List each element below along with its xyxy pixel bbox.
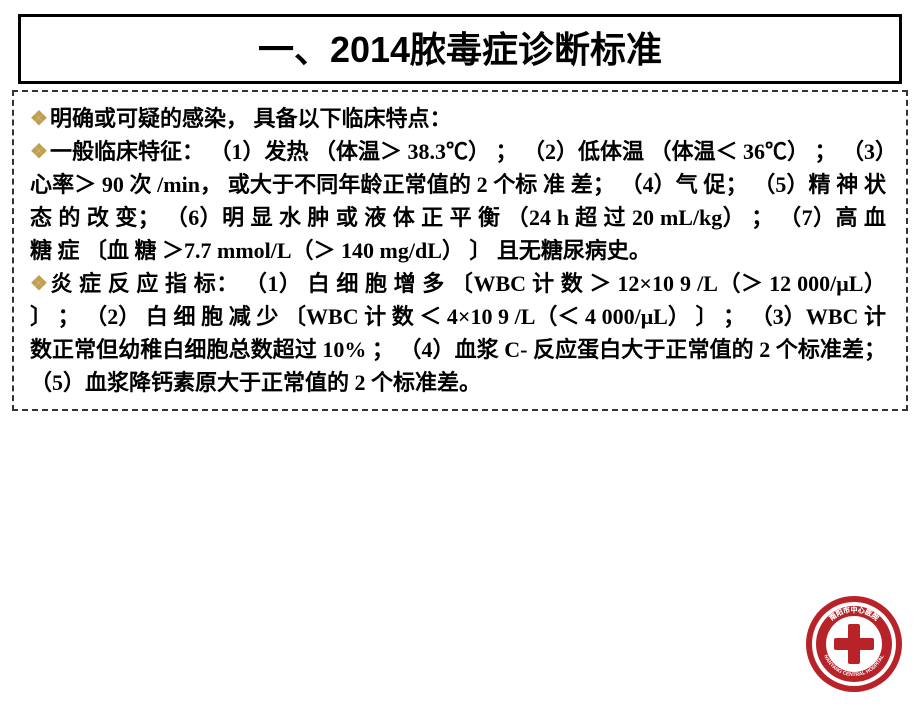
- bullet-text-1: 明确或可疑的感染， 具备以下临床特点：: [50, 106, 452, 131]
- bullet-item-1: ❖明确或可疑的感染， 具备以下临床特点：: [30, 102, 886, 135]
- diamond-bullet-icon: ❖: [30, 141, 48, 163]
- bullet-text-2: 一般临床特征： （1）发热 （体温＞ 38.3℃） ； （2）低体温 （体温＜ …: [30, 139, 886, 263]
- diamond-bullet-icon: ❖: [30, 273, 49, 295]
- bullet-item-2: ❖一般临床特征： （1）发热 （体温＞ 38.3℃） ； （2）低体温 （体温＜…: [30, 135, 886, 267]
- title-container: 一、2014脓毒症诊断标准: [18, 14, 902, 84]
- diamond-bullet-icon: ❖: [30, 108, 48, 130]
- content-container: ❖明确或可疑的感染， 具备以下临床特点： ❖一般临床特征： （1）发热 （体温＞…: [12, 90, 908, 411]
- hospital-logo: 南阳市中心医院 南阳市中心医院 NANYANG CENTRAL HOSPITAL: [804, 594, 904, 694]
- bullet-text-3: 炎 症 反 应 指 标： （1） 白 细 胞 增 多 〔WBC 计 数 ＞ 12…: [30, 271, 886, 395]
- logo-svg: 南阳市中心医院 南阳市中心医院 NANYANG CENTRAL HOSPITAL: [804, 594, 904, 694]
- bullet-item-3: ❖炎 症 反 应 指 标： （1） 白 细 胞 增 多 〔WBC 计 数 ＞ 1…: [30, 267, 886, 399]
- slide-title: 一、2014脓毒症诊断标准: [21, 21, 899, 73]
